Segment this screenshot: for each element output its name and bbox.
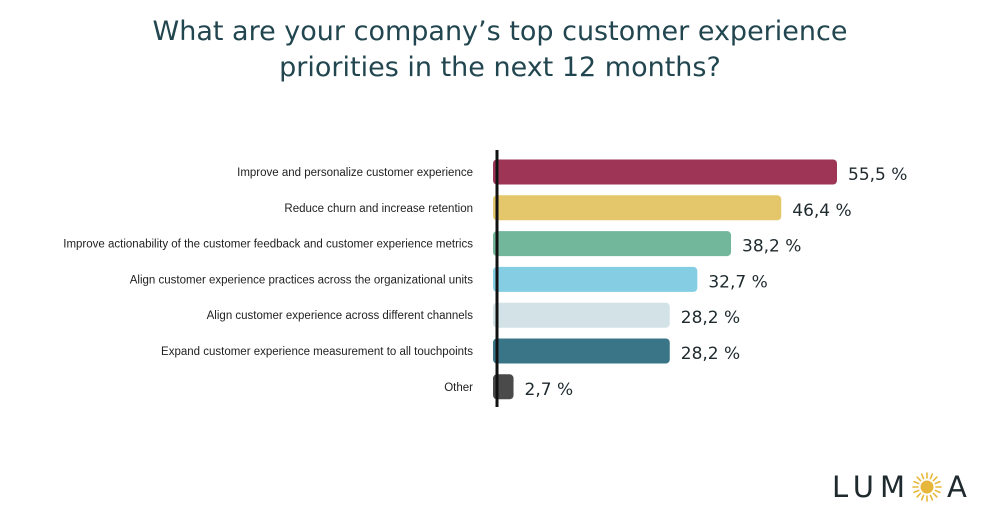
category-label-5: Align customer experience across differe… bbox=[207, 310, 474, 322]
value-label-2: 46,4 % bbox=[792, 201, 851, 221]
chart-title-line-1: What are your company’s top customer exp… bbox=[152, 16, 848, 47]
category-label-7: Other bbox=[444, 382, 473, 394]
lumoa-logo: LUM A bbox=[832, 470, 973, 504]
bar-2 bbox=[493, 195, 782, 221]
category-label-6: Expand customer experience measurement t… bbox=[161, 346, 473, 358]
value-label-1: 55,5 % bbox=[848, 165, 907, 185]
bar-6 bbox=[493, 338, 670, 364]
bar-3 bbox=[493, 231, 732, 257]
bar-4 bbox=[493, 266, 698, 292]
logo-text-left: LUM bbox=[832, 470, 911, 504]
value-label-3: 38,2 % bbox=[742, 237, 801, 257]
category-label-4: Align customer experience practices acro… bbox=[130, 274, 474, 286]
value-label-7: 2,7 % bbox=[525, 380, 574, 400]
sun-icon bbox=[912, 472, 942, 502]
category-label-3: Improve actionability of the customer fe… bbox=[63, 239, 473, 251]
chart-title: What are your company’s top customer exp… bbox=[0, 14, 1000, 86]
category-label-1: Improve and personalize customer experie… bbox=[237, 167, 473, 179]
value-label-4: 32,7 % bbox=[708, 272, 767, 292]
bar-1 bbox=[493, 159, 837, 185]
chart-title-line-2: priorities in the next 12 months? bbox=[279, 52, 721, 83]
value-label-6: 28,2 % bbox=[681, 344, 740, 364]
bar-5 bbox=[493, 302, 670, 328]
value-label-5: 28,2 % bbox=[681, 308, 740, 328]
logo-text-right: A bbox=[946, 470, 973, 504]
category-label-2: Reduce churn and increase retention bbox=[284, 203, 473, 215]
